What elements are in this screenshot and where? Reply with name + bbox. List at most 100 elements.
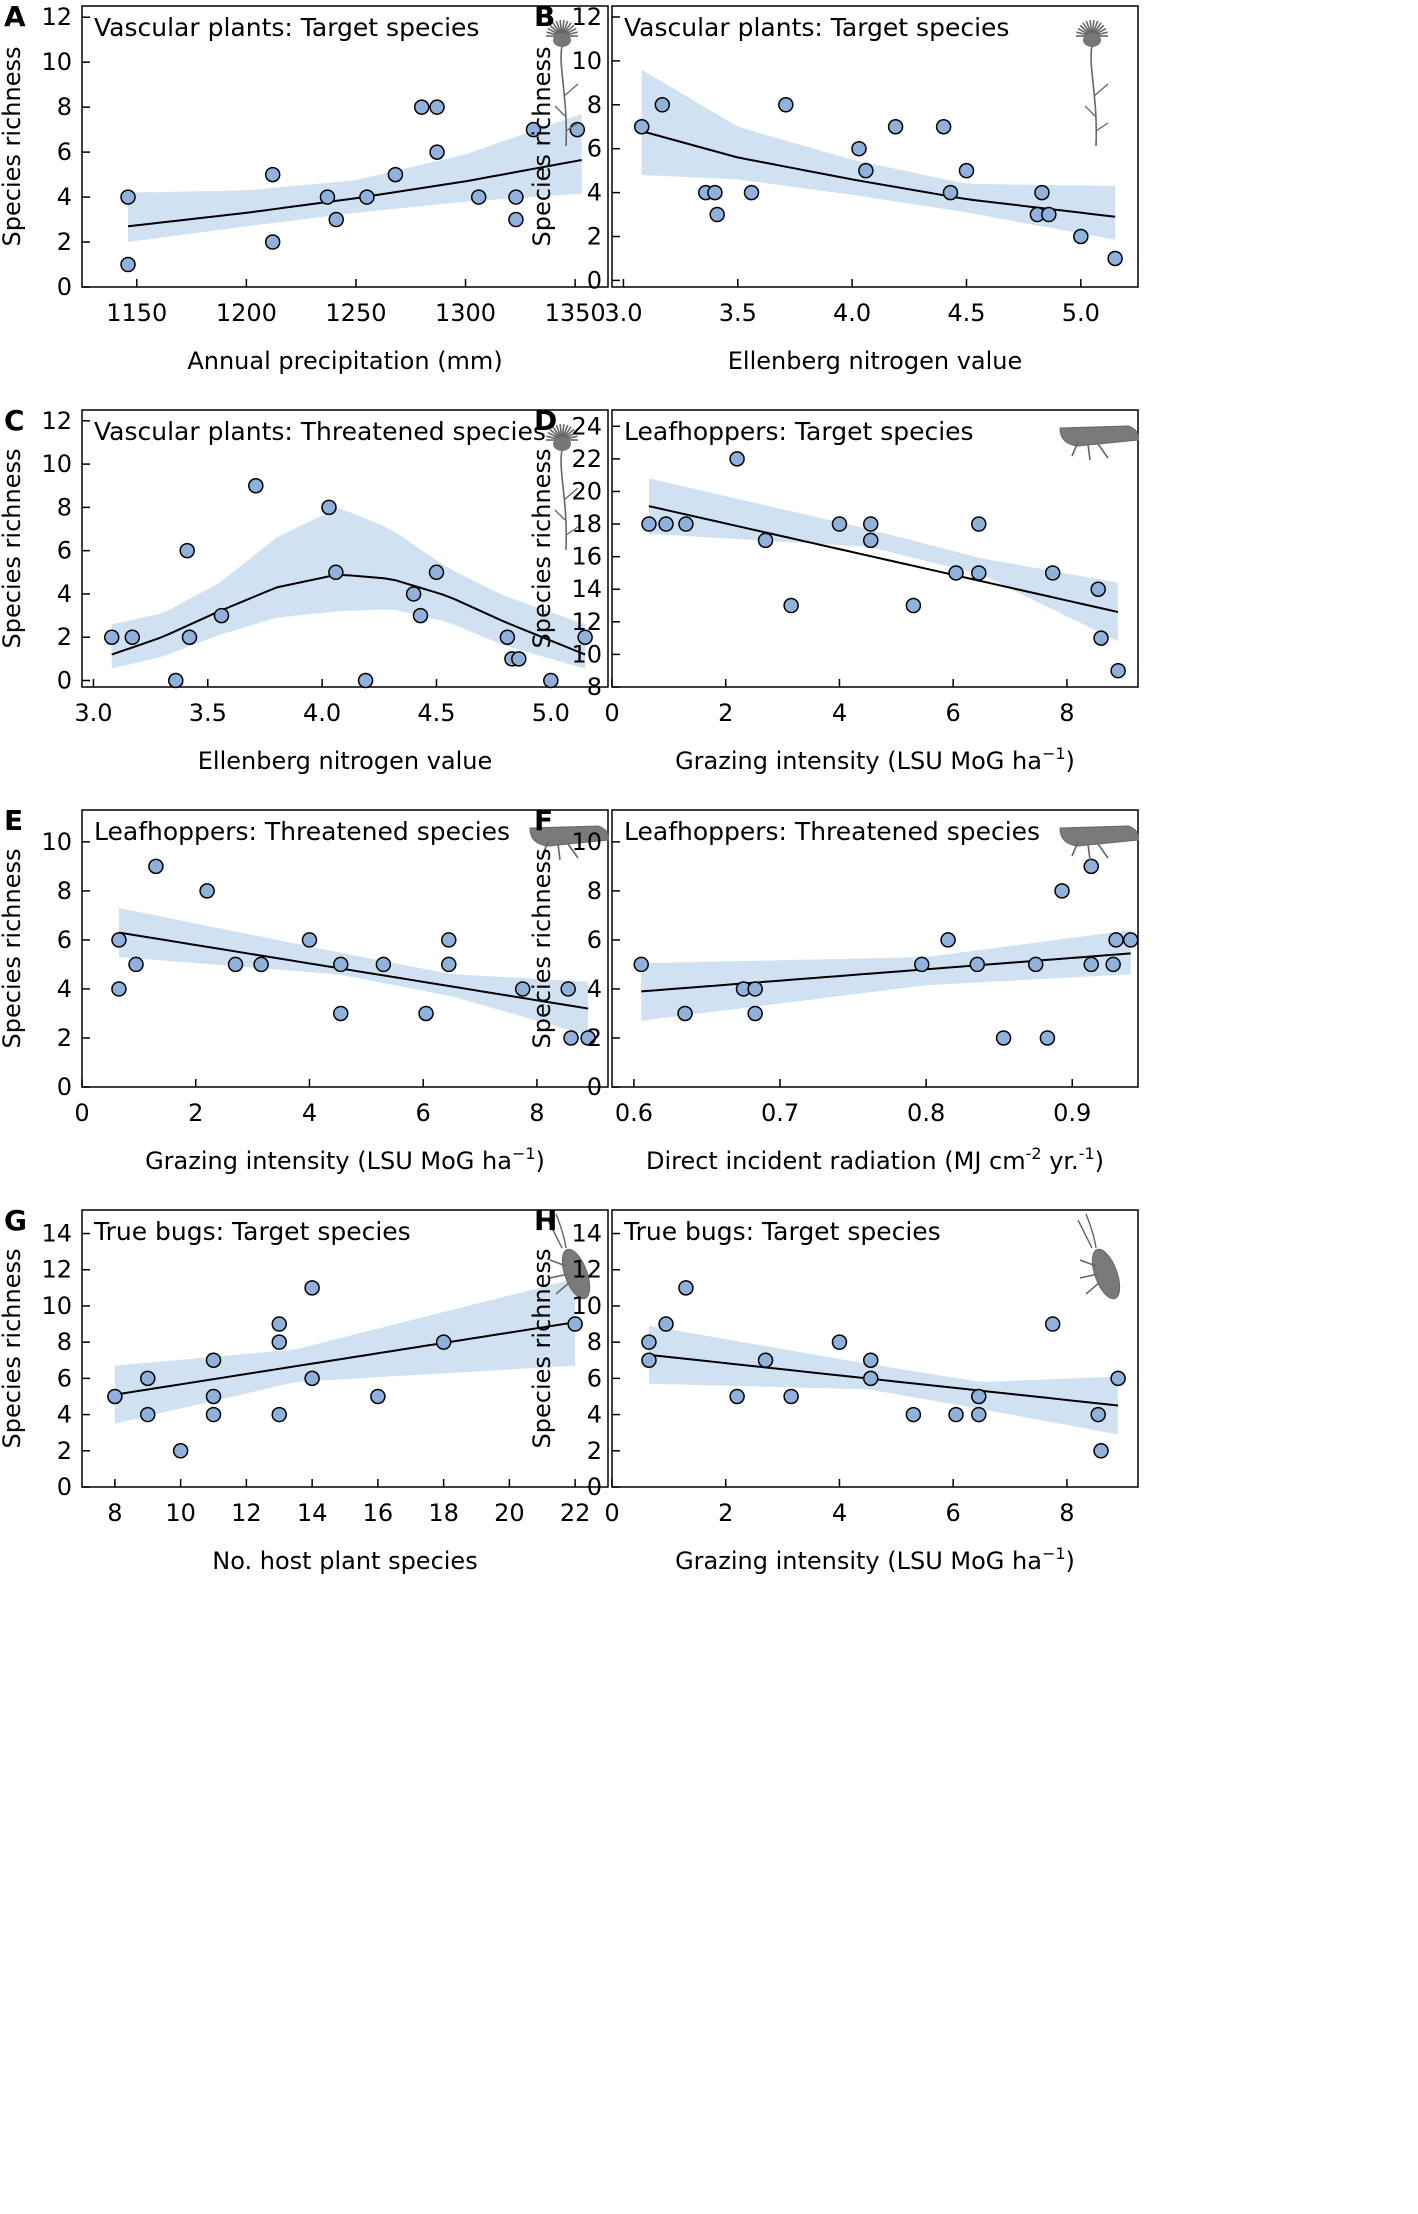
data-point — [499, 629, 516, 645]
data-point — [783, 1388, 799, 1405]
panel-title: True bugs: Target species — [623, 1217, 941, 1246]
x-tick-label: 3.0 — [604, 299, 642, 327]
y-axis-label: Species richness — [528, 449, 556, 649]
bug-legs — [1079, 1259, 1101, 1295]
data-point — [304, 1280, 320, 1296]
data-point — [633, 956, 649, 973]
data-point — [747, 981, 763, 997]
x-tick-label: 8 — [107, 1499, 122, 1527]
data-point — [971, 565, 987, 581]
x-tick-label: 2 — [718, 1499, 733, 1527]
y-tick-label: 6 — [57, 537, 72, 565]
x-tick-label: 1250 — [325, 299, 386, 327]
x-tick-label: 6 — [946, 1499, 961, 1527]
confidence-band — [111, 508, 586, 669]
data-point — [140, 1406, 156, 1423]
panel-a: A 0 2 4 6 8 10 12 1150 1200 1250 1300 1350 Vascular p… — [0, 0, 609, 375]
data-point — [508, 211, 524, 228]
y-tick-label: 10 — [571, 828, 602, 856]
y-tick-label: 4 — [587, 1401, 602, 1429]
x-tick-label: 3.5 — [719, 299, 757, 327]
x-axis-label-main: Direct incident radiation (MJ cm — [646, 1147, 1026, 1175]
y-tick-label: 0 — [57, 667, 72, 695]
panel-title: Leafhoppers: Threatened species — [624, 817, 1040, 846]
panel-title: Leafhoppers: Threatened species — [94, 817, 510, 846]
data-point — [508, 189, 524, 205]
y-tick-label: 8 — [587, 673, 602, 701]
x-tick-label: 0.8 — [907, 1099, 945, 1127]
plant-head — [1083, 33, 1101, 47]
x-axis-label: Annual precipitation (mm) — [187, 347, 502, 375]
data-point — [778, 97, 794, 113]
x-tick-label: 20 — [494, 1499, 525, 1527]
data-point — [429, 144, 445, 160]
data-point — [831, 1334, 848, 1350]
y-axis-label: Species richness — [528, 849, 556, 1049]
data-point — [658, 1316, 674, 1332]
data-point — [1083, 858, 1099, 875]
plant-leaves — [1084, 83, 1109, 132]
x-tick-label: 3.0 — [74, 699, 112, 727]
data-point — [470, 189, 487, 205]
fit-line — [127, 159, 582, 228]
y-tick-label: 12 — [571, 3, 602, 31]
y-tick-label: 2 — [587, 1024, 602, 1052]
data-point — [1110, 662, 1126, 679]
x-tick-label: 0 — [74, 1099, 89, 1127]
confidence-band — [648, 478, 1119, 642]
x-tick-label: 8 — [1059, 699, 1074, 727]
data-point — [654, 97, 671, 113]
data-point — [328, 564, 344, 581]
data-point — [858, 162, 874, 179]
confidence-band — [641, 930, 1131, 1021]
y-tick-label: 10 — [571, 47, 602, 75]
y-tick-label: 6 — [587, 135, 602, 163]
y-tick-label: 6 — [57, 138, 72, 166]
x-axis-label: No. host plant species — [212, 1547, 477, 1575]
data-point — [658, 516, 674, 532]
y-tick-label: 2 — [57, 1024, 72, 1052]
y-tick-label: 0 — [587, 1073, 602, 1101]
data-point — [969, 956, 986, 973]
data-point — [1073, 228, 1089, 245]
x-axis-label-suffix: ) — [1066, 747, 1075, 775]
y-tick-label: 14 — [571, 575, 602, 603]
y-tick-label: 14 — [41, 1220, 72, 1248]
fit-line — [114, 1321, 576, 1396]
x-tick-label: 4 — [832, 699, 847, 727]
y-tick-label: 4 — [57, 975, 72, 1003]
data-point — [940, 932, 956, 948]
data-point — [729, 451, 745, 467]
data-point — [942, 184, 959, 201]
data-point — [179, 542, 195, 559]
data-point — [914, 956, 930, 973]
data-point — [1044, 565, 1061, 581]
y-tick-label: 2 — [57, 1437, 72, 1465]
leafhopper-body — [529, 825, 609, 847]
data-point — [328, 211, 344, 228]
x-tick-label: 1300 — [435, 299, 496, 327]
x-axis-label-sup2: -1 — [1079, 1144, 1095, 1163]
data-point — [1090, 1406, 1106, 1423]
x-tick-label: 18 — [428, 1499, 459, 1527]
x-tick-label: 0 — [604, 699, 619, 727]
data-point — [543, 672, 559, 689]
data-point — [935, 118, 952, 135]
data-point — [525, 121, 542, 138]
panel-title: Leafhoppers: Target species — [624, 417, 974, 446]
data-point — [633, 118, 650, 135]
y-tick-label: 24 — [571, 412, 602, 440]
data-point — [1041, 206, 1057, 223]
data-point — [995, 1030, 1012, 1046]
x-tick-label: 6 — [946, 699, 961, 727]
data-point — [563, 1030, 579, 1046]
data-point — [357, 672, 374, 689]
data-point — [304, 1370, 320, 1387]
data-point — [851, 140, 867, 157]
bug-body — [561, 1248, 591, 1300]
y-axis-label: Species richness — [0, 1249, 26, 1449]
data-point — [862, 532, 879, 549]
data-point — [319, 189, 336, 205]
y-tick-label: 4 — [57, 580, 72, 608]
